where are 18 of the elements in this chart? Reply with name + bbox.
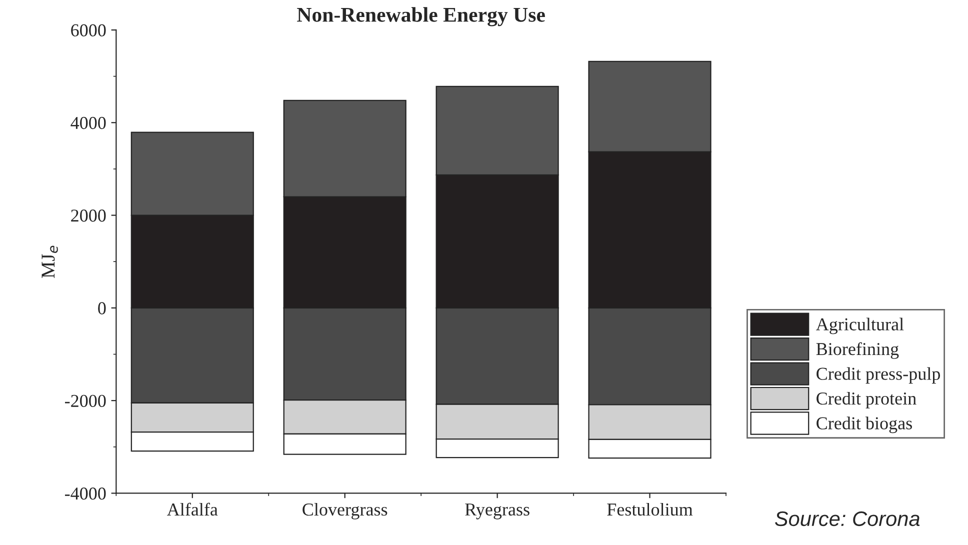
y-axis-title: MJ$_{e}$ bbox=[42, 246, 58, 278]
legend-label: Credit press-pulp bbox=[816, 367, 940, 384]
y-tick-label: 4000 bbox=[70, 116, 106, 130]
legend-label: Biorefining bbox=[816, 342, 899, 359]
y-tick-label: 0 bbox=[98, 302, 106, 314]
legend-label: Agricultural bbox=[816, 318, 904, 334]
y-tick-label: -4000 bbox=[64, 487, 106, 500]
y-tick-label: -2000 bbox=[64, 394, 106, 408]
x-tick-label: Ryegrass bbox=[465, 504, 530, 520]
x-tick-label: Clovergrass bbox=[302, 502, 388, 520]
source-note: Source: Corona bbox=[774, 511, 920, 526]
x-tick-label: Alfalfa bbox=[167, 502, 218, 516]
legend-label: Credit protein bbox=[816, 392, 916, 408]
chart-title: Non-Renewable Energy Use bbox=[297, 7, 545, 26]
legend-label: Credit biogas bbox=[816, 416, 912, 434]
x-tick-label: Festulolium bbox=[607, 502, 693, 516]
y-tick-label: 6000 bbox=[71, 24, 106, 36]
y-tick-label: 2000 bbox=[71, 210, 106, 222]
